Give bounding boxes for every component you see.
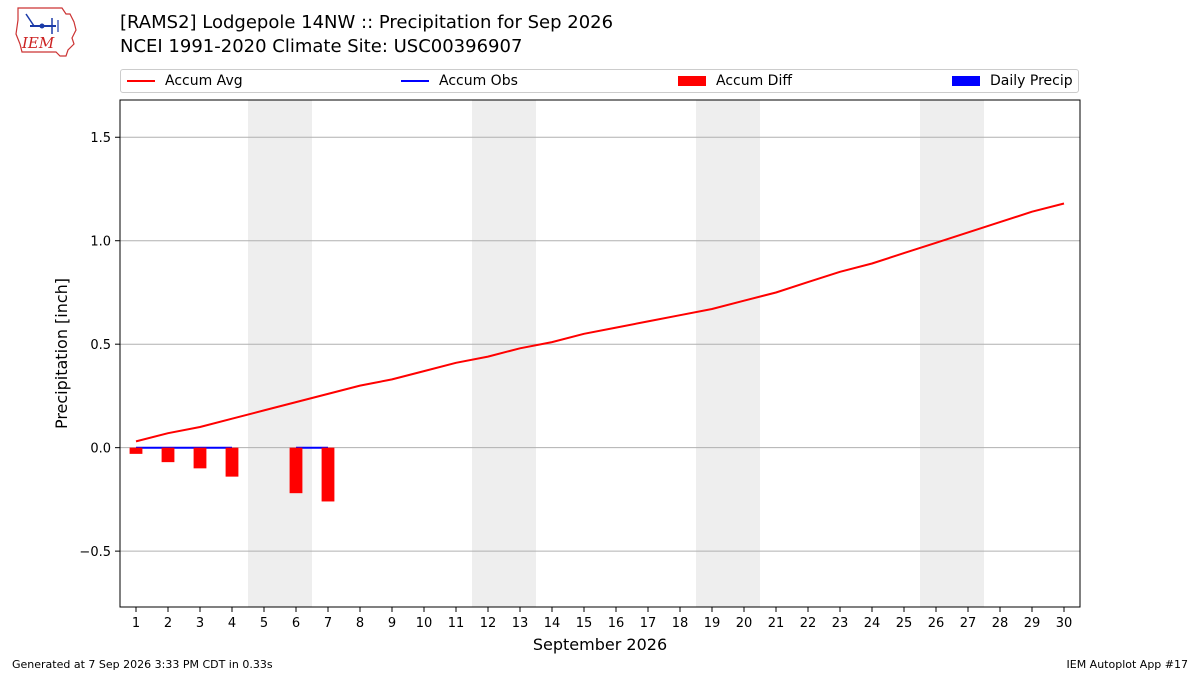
x-tick-label-20: 20 [736,616,753,631]
plot-frame [119,99,1081,608]
x-tick-label-8: 8 [356,616,364,631]
generated-timestamp: Generated at 7 Sep 2026 3:33 PM CDT in 0… [12,658,273,671]
iem-logo: IEM [8,4,80,60]
accum-diff-bar-1 [129,447,143,454]
x-tick-label-3: 3 [196,616,204,631]
legend-label-accum-obs: Accum Obs [439,73,518,89]
x-tick-label-29: 29 [1024,616,1041,631]
logo-text: IEM [21,34,55,52]
legend-swatch-accum-obs [401,80,429,82]
legend-item-accum-obs: Accum Obs [401,73,518,89]
legend-item-daily-precip: Daily Precip [952,73,1073,89]
legend-swatch-accum-avg [127,80,155,82]
x-tick-label-18: 18 [672,616,689,631]
x-tick-label-24: 24 [864,616,881,631]
x-tick-label-9: 9 [388,616,396,631]
x-tick-label-27: 27 [960,616,977,631]
y-tick-label-4: 1.5 [90,131,111,146]
chart-subtitle: NCEI 1991-2020 Climate Site: USC00396907 [120,36,523,57]
x-tick-label-26: 26 [928,616,945,631]
legend-label-accum-avg: Accum Avg [165,73,243,89]
y-tick-label-1: 0.0 [90,442,111,457]
accum-diff-bar-6 [289,447,303,494]
accum-diff-bar-4 [225,447,239,477]
y-tick-label-3: 1.0 [90,235,111,250]
legend-swatch-daily-precip [952,76,980,86]
x-tick-label-28: 28 [992,616,1009,631]
x-tick-label-10: 10 [416,616,433,631]
legend-label-daily-precip: Daily Precip [990,73,1073,89]
x-tick-label-25: 25 [896,616,913,631]
x-tick-label-14: 14 [544,616,561,631]
x-tick-label-7: 7 [324,616,332,631]
x-tick-label-13: 13 [512,616,529,631]
x-tick-label-12: 12 [480,616,497,631]
accum-diff-bar-2 [161,447,175,463]
legend-label-accum-diff: Accum Diff [716,73,793,89]
accum-avg-line-0 [135,202,1065,443]
x-tick-label-4: 4 [228,616,236,631]
chart-legend: Accum Avg Accum Obs Accum Diff Daily Pre… [120,69,1079,93]
weekend-shade-19-20 [696,100,760,607]
accum-diff-bar-3 [193,447,207,469]
x-tick-label-15: 15 [576,616,593,631]
x-tick-label-11: 11 [448,616,465,631]
x-tick-label-21: 21 [768,616,785,631]
weekend-shade-26-27 [920,100,984,607]
weekend-shade-12-13 [472,100,536,607]
legend-item-accum-avg: Accum Avg [127,73,243,89]
legend-swatch-accum-diff [678,76,706,86]
y-tick-label-2: 0.5 [90,338,111,353]
x-tick-label-19: 19 [704,616,721,631]
x-tick-label-6: 6 [292,616,300,631]
y-axis-label: Precipitation [inch] [52,278,71,429]
y-tick-label-0: −0.5 [79,545,111,560]
x-axis-label: September 2026 [533,635,667,654]
x-tick-label-23: 23 [832,616,849,631]
app-credit: IEM Autoplot App #17 [1066,658,1189,671]
x-tick-label-17: 17 [640,616,657,631]
weekend-shade-5-6 [248,100,312,607]
accum-diff-bar-7 [321,447,335,502]
x-tick-label-1: 1 [132,616,140,631]
x-tick-label-2: 2 [164,616,172,631]
x-tick-label-30: 30 [1056,616,1073,631]
chart-title: [RAMS2] Lodgepole 14NW :: Precipitation … [120,12,614,33]
x-tick-label-5: 5 [260,616,268,631]
legend-item-accum-diff: Accum Diff [678,73,792,89]
x-tick-label-22: 22 [800,616,817,631]
x-tick-label-16: 16 [608,616,625,631]
